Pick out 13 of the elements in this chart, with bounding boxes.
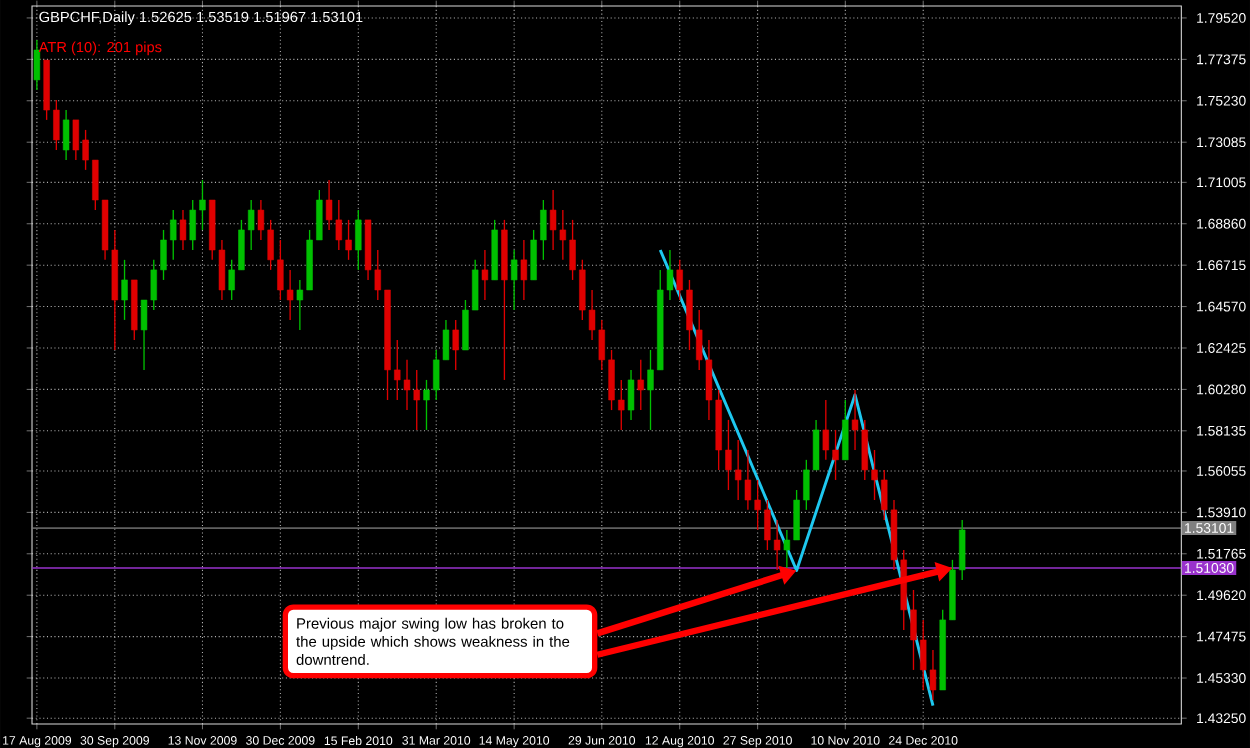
candlestick <box>520 239 528 301</box>
candlestick <box>510 249 518 311</box>
candlestick <box>452 319 459 371</box>
candlestick <box>481 249 489 301</box>
candlestick <box>637 359 644 411</box>
candlestick <box>121 259 128 321</box>
candlestick <box>33 39 41 91</box>
candlestick <box>62 109 70 161</box>
candlestick <box>842 399 849 461</box>
candlestick <box>627 369 635 421</box>
candlestick <box>179 209 187 251</box>
line-series <box>658 248 935 708</box>
candlestick <box>355 209 362 271</box>
